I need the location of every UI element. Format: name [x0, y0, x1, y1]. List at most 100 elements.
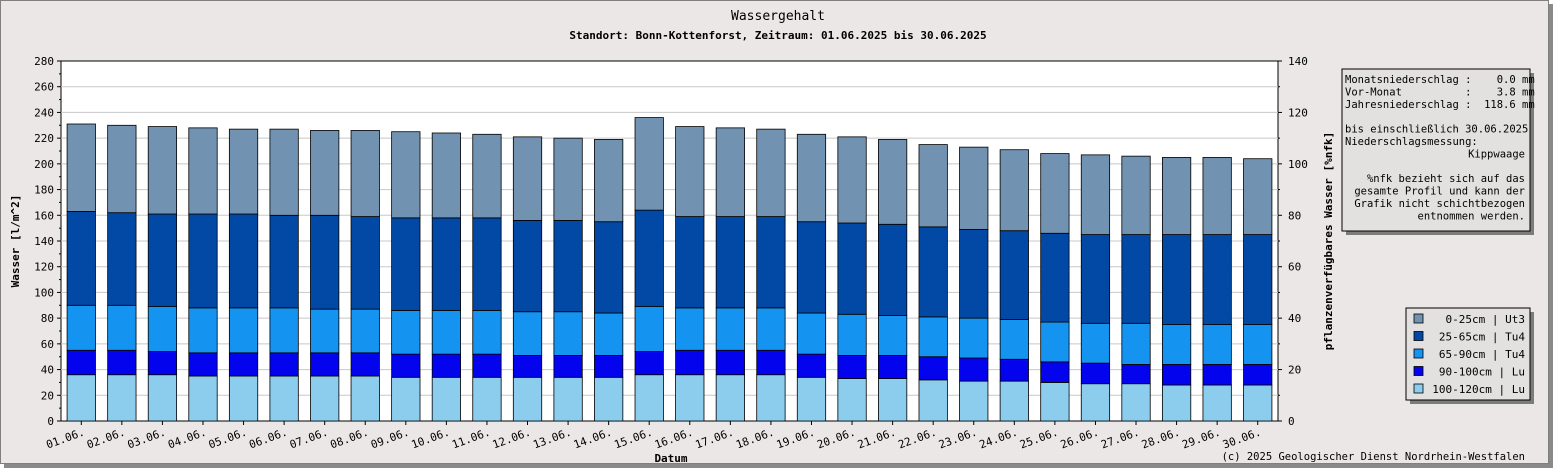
- bar-segment: [553, 376, 583, 422]
- bar-segment: [1080, 383, 1111, 422]
- bar-segment: [1202, 324, 1232, 365]
- bar-segment: [1121, 383, 1151, 422]
- bar-segment: [594, 376, 624, 422]
- bar-segment: [959, 317, 989, 359]
- y-right-tick-label: 80: [1288, 209, 1301, 222]
- bar-segment: [310, 375, 340, 422]
- bar-segment: [472, 310, 502, 355]
- bar-segment: [999, 319, 1029, 360]
- x-tick-label: 11.06.: [450, 426, 492, 452]
- bar-segment: [107, 374, 137, 422]
- bar-segment: [756, 216, 786, 309]
- y-tick-label: 200: [34, 158, 54, 171]
- legend-label: 0-25cm | Ut3: [1446, 313, 1525, 326]
- x-tick-label: 12.06.: [491, 426, 533, 452]
- legend-swatch: [1413, 331, 1424, 341]
- bar-segment: [959, 380, 989, 422]
- bar-segment: [715, 127, 745, 217]
- x-tick-label: 02.06.: [85, 426, 127, 452]
- x-tick-label: 01.06.: [45, 426, 87, 452]
- y-tick-label: 160: [34, 209, 54, 222]
- bar-segment: [391, 131, 421, 219]
- bar-segment: [878, 223, 908, 316]
- bar-segment: [837, 378, 867, 422]
- bar-segment: [756, 349, 786, 376]
- bar-segment: [66, 304, 96, 351]
- bar-segment: [675, 349, 705, 376]
- bar-segment: [796, 353, 827, 378]
- bar-segment: [66, 123, 96, 212]
- x-tick-label: 25.06.: [1018, 426, 1060, 452]
- bar-segment: [269, 352, 299, 377]
- bar-segment: [634, 209, 664, 307]
- bar-segment: [1243, 324, 1273, 365]
- bar-segment: [66, 374, 96, 422]
- bar-segment: [350, 352, 380, 377]
- bar-segment: [634, 374, 664, 422]
- x-tick-label: 26.06.: [1059, 426, 1101, 452]
- y-tick-label: 180: [34, 184, 54, 197]
- bar-segment: [594, 139, 624, 223]
- bar-segment: [472, 217, 502, 311]
- bar-segment: [147, 351, 178, 376]
- info-line: Niederschlagsmessung:: [1345, 136, 1478, 148]
- bar-segment: [675, 216, 705, 309]
- x-tick-label: 22.06.: [896, 426, 938, 452]
- bar-segment: [228, 375, 259, 422]
- bar-segment: [512, 376, 543, 422]
- x-axis-label: Datum: [654, 452, 687, 465]
- bar-segment: [269, 214, 299, 309]
- bar-segment: [1161, 157, 1192, 235]
- info-line: Kippwaage: [1468, 148, 1525, 160]
- bar-segment: [431, 217, 461, 311]
- bar-segment: [796, 221, 827, 314]
- bar-segment: [796, 312, 827, 355]
- bar-segment: [837, 136, 867, 224]
- bar-segment: [1202, 384, 1232, 422]
- bar-segment: [675, 374, 705, 422]
- bar-segment: [594, 312, 624, 356]
- bar-segment: [1202, 234, 1232, 325]
- bar-segment: [1121, 364, 1151, 385]
- y-tick-label: 260: [34, 81, 54, 94]
- bar-segment: [188, 375, 218, 422]
- bar-segment: [1243, 364, 1273, 386]
- bar-segment: [918, 316, 948, 358]
- bar-segment: [188, 307, 218, 354]
- info-line: Monatsniederschlag : 0.0 mm: [1345, 74, 1535, 86]
- bar-segment: [999, 149, 1029, 232]
- bar-segment: [959, 357, 989, 382]
- bar-segment: [999, 358, 1029, 382]
- y-tick-label: 280: [34, 55, 54, 68]
- chart-title: Wassergehalt: [731, 9, 825, 24]
- copyright-text: (c) 2025 Geologischer Dienst Nordrhein-W…: [1222, 451, 1525, 463]
- bar-segment: [878, 378, 908, 422]
- bar-segment: [634, 306, 664, 352]
- y-tick-label: 20: [41, 389, 54, 402]
- bar-segment: [188, 352, 218, 377]
- bar-segment: [837, 355, 867, 379]
- bar-segment: [269, 307, 299, 354]
- bar-segment: [999, 380, 1029, 422]
- bar-segment: [107, 124, 137, 214]
- bar-segment: [228, 352, 259, 377]
- bar-segment: [837, 313, 867, 356]
- bar-segment: [1121, 322, 1151, 365]
- y-right-tick-label: 0: [1288, 415, 1295, 428]
- legend-label: 90-100cm | Lu: [1439, 366, 1525, 379]
- y-tick-label: 80: [41, 312, 54, 325]
- x-tick-label: 18.06.: [734, 426, 776, 452]
- bar-segment: [1161, 364, 1192, 386]
- legend-swatch: [1413, 383, 1424, 394]
- bar-segment: [228, 213, 259, 309]
- bar-segment: [391, 217, 421, 311]
- bar-segment: [269, 128, 299, 216]
- bar-segment: [431, 353, 461, 378]
- bar-segment: [107, 349, 137, 376]
- bar-segment: [228, 307, 259, 354]
- x-tick-label: 07.06.: [288, 426, 330, 452]
- bar-segment: [310, 214, 340, 310]
- bar-segment: [350, 216, 380, 310]
